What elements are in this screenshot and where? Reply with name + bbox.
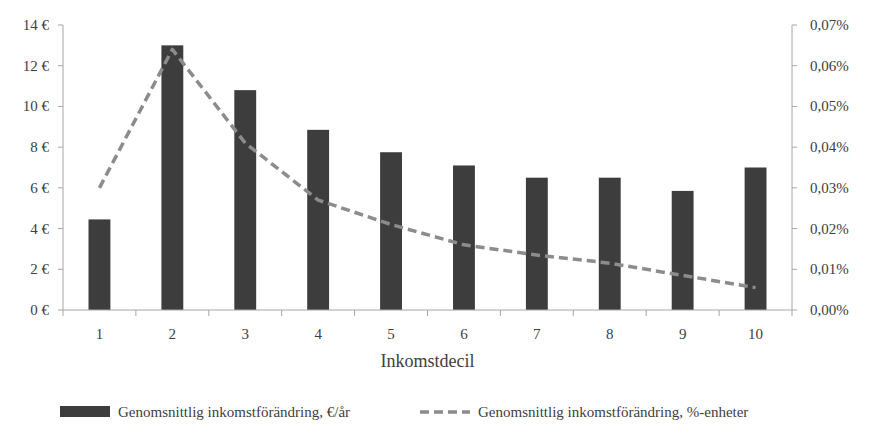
marks — [89, 45, 767, 310]
bar — [672, 191, 694, 310]
y-tick — [58, 269, 63, 270]
y-tick-label: 4 € — [30, 221, 49, 237]
bar — [161, 45, 183, 310]
bar — [599, 178, 621, 310]
x-tick-label: 8 — [606, 326, 614, 342]
y2-tick-label: 0,05% — [810, 98, 849, 114]
chart: 0 € 2 € 4 € 6 € 8 € 10 € 12 € 14 € 0,00% 0,01% 0,0… — [0, 0, 870, 445]
x-tick — [500, 310, 501, 316]
y2-tick — [792, 187, 797, 188]
y2-axis — [792, 25, 793, 310]
y2-tick — [792, 269, 797, 270]
x-tick-label: 2 — [169, 326, 177, 342]
line — [99, 49, 755, 287]
y-tick — [58, 65, 63, 66]
legend-label: Genomsnittlig inkomstförändring, €/år — [118, 404, 350, 420]
y2-tick-label: 0,03% — [810, 180, 849, 196]
y2-tick-label: 0,06% — [810, 58, 849, 74]
y2-tick — [792, 310, 797, 311]
x-axis-title: Inkomstdecil — [381, 351, 475, 371]
y-tick-label: 10 € — [23, 98, 50, 114]
x-tick — [63, 310, 64, 316]
background — [0, 0, 870, 445]
x-tick-label: 10 — [748, 326, 763, 342]
bar — [234, 90, 256, 310]
y2-tick — [792, 147, 797, 148]
legend-swatch — [60, 406, 110, 417]
y2-tick-label: 0,04% — [810, 139, 849, 155]
y-tick-label: 6 € — [30, 180, 49, 196]
bar — [89, 219, 111, 310]
x-tick-label: 9 — [679, 326, 687, 342]
x-tick — [573, 310, 574, 316]
y-tick — [58, 147, 63, 148]
legend-swatch — [420, 410, 470, 414]
y2-tick — [792, 25, 797, 26]
y-tick-label: 2 € — [30, 261, 49, 277]
y2-tick — [792, 65, 797, 66]
y2-tick-label: 0,01% — [810, 261, 849, 277]
y-tick-label: 0 € — [30, 302, 49, 318]
y-tick — [58, 25, 63, 26]
x-tick — [646, 310, 647, 316]
x-tick-label: 1 — [96, 326, 104, 342]
y-tick-label: 8 € — [30, 139, 49, 155]
y-tick — [58, 310, 63, 311]
legend-label: Genomsnittlig inkomstförändring, %-enhet… — [478, 404, 748, 420]
x-tick-label: 4 — [314, 326, 322, 342]
bar — [380, 152, 402, 310]
legend-item: Genomsnittlig inkomstförändring, %-enhet… — [420, 404, 748, 420]
x-tick-label: 6 — [460, 326, 468, 342]
y2-tick-label: 0,00% — [810, 302, 849, 318]
bar — [307, 130, 329, 310]
x-tick-label: 3 — [242, 326, 250, 342]
y-axis — [63, 25, 64, 310]
x-tick-label: 7 — [533, 326, 541, 342]
y-tick — [58, 228, 63, 229]
y-tick — [58, 106, 63, 107]
bar — [453, 165, 475, 310]
x-tick — [792, 310, 793, 316]
bar — [745, 168, 767, 311]
y2-tick-label: 0,07% — [810, 17, 849, 33]
x-tick — [719, 310, 720, 316]
y-tick — [58, 187, 63, 188]
y2-tick-label: 0,02% — [810, 221, 849, 237]
x-tick — [354, 310, 355, 316]
y2-tick — [792, 228, 797, 229]
x-tick — [427, 310, 428, 316]
y2-tick — [792, 106, 797, 107]
x-tick — [208, 310, 209, 316]
y-tick-label: 12 € — [23, 58, 50, 74]
bar — [526, 178, 548, 310]
y-tick-label: 14 € — [23, 17, 50, 33]
legend-item: Genomsnittlig inkomstförändring, €/år — [60, 404, 350, 420]
x-tick-label: 5 — [387, 326, 395, 342]
x-tick — [281, 310, 282, 316]
x-tick — [135, 310, 136, 316]
